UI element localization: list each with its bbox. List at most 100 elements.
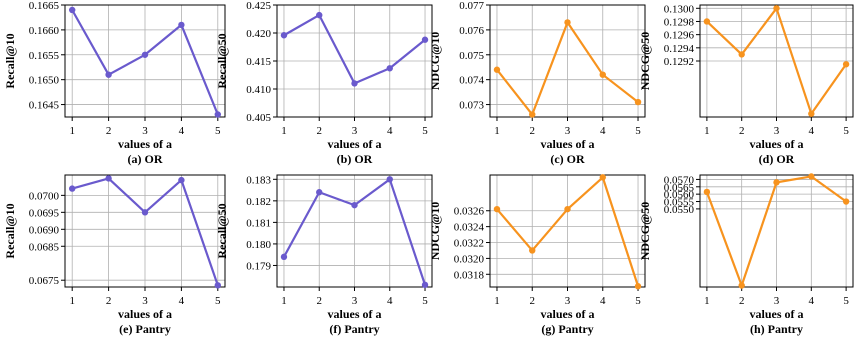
y-tick-label: 0.074 [459,75,484,87]
x-tick-label: 1 [281,125,287,137]
y-tick-label: 0.0324 [454,222,485,234]
x-tick-label: 5 [843,125,849,137]
y-tick-label: 0.0700 [29,190,60,202]
y-tick-label: 0.179 [246,260,271,272]
x-tick-label: 5 [215,125,221,137]
x-tick-label: 1 [704,295,710,307]
data-point [493,205,501,213]
y-tick-label: 0.1660 [29,25,60,37]
y-tick-label: 0.073 [459,100,484,112]
data-point [105,175,112,182]
subplot-7: 0.0318 0.0320 0.0322 0.0324 0.0326 1 2 3 4 5 value… [428,174,646,336]
x-tick-label: 1 [704,125,710,137]
x-tick-label: 3 [565,125,571,137]
y-tick-label: 0.0675 [29,275,60,287]
y-tick-label: 0.077 [459,0,484,12]
data-point [141,209,149,216]
x-tick-label: 1 [281,295,287,307]
x-tick-label: 5 [635,295,641,307]
x-tick-label: 5 [422,125,428,137]
y-tick-label: 0.0320 [454,253,485,265]
y-axis-label: NDCG@50 [638,202,652,261]
y-tick-label: 0.0318 [454,269,485,281]
data-point [421,281,429,289]
y-tick-label: 0.1296 [664,30,695,42]
data-point [808,173,815,180]
data-point [634,283,642,290]
x-axis-label: values of a [750,137,804,151]
data-point [351,80,358,87]
x-tick-label: 5 [843,295,849,307]
x-tick-label: 1 [69,295,75,307]
data-point [564,19,571,26]
x-tick-label: 4 [179,125,185,137]
y-tick-label: 0.0326 [454,206,485,218]
data-point [808,110,815,117]
subplot-1: 0.1645 0.1650 0.1655 0.1660 0.1665 1 2 3 4 5 value… [3,0,226,166]
x-tick-label: 4 [387,125,393,137]
data-point [842,61,850,68]
subplot-2: 0.405 0.410 0.415 0.420 0.425 1 2 3 4 5 values of … [215,0,433,166]
data-point [105,71,112,78]
data-point [386,65,393,72]
data-point [493,66,501,73]
x-tick-label: 3 [352,125,358,137]
y-tick-label: 0.0322 [454,238,484,250]
y-tick-label: 0.1655 [29,50,60,62]
data-point [703,18,711,25]
x-tick-label: 4 [387,295,393,307]
x-tick-label: 2 [106,125,112,137]
x-tick-label: 1 [494,125,500,137]
data-point [351,201,358,209]
y-tick-label: 0.415 [246,56,271,68]
y-axis-label: NDCG@50 [638,32,652,91]
data-point [599,71,606,78]
data-point [386,176,393,183]
x-tick-label: 5 [635,125,641,137]
data-point [842,198,850,205]
y-tick-label: 0.182 [246,196,271,208]
y-tick-label: 0.0690 [29,224,60,236]
subplot-6: 0.179 0.180 0.181 0.182 0.183 1 2 3 4 5 values of … [215,174,433,336]
y-axis-label: Recall@50 [215,33,229,88]
x-tick-label: 2 [739,295,745,307]
x-tick-label: 2 [739,125,745,137]
subplot-caption: (g) Pantry [541,322,593,336]
x-tick-label: 1 [494,295,500,307]
x-tick-label: 3 [352,295,358,307]
data-point [141,51,149,58]
y-tick-label: 0.0565 [664,182,695,194]
subplot-caption: (f) Pantry [329,322,379,336]
y-tick-label: 0.180 [246,239,271,251]
x-tick-label: 4 [600,125,606,137]
x-tick-label: 2 [529,295,535,307]
data-point [564,205,571,213]
data-point [703,188,711,196]
x-axis-label: values of a [750,307,804,321]
data-point [316,189,323,196]
data-point [178,21,185,29]
x-axis-label: values of a [328,137,382,151]
data-point [214,111,221,118]
x-axis-label: values of a [118,137,172,151]
y-tick-label: 0.1298 [664,16,695,28]
y-axis-label: Recall@50 [215,203,229,258]
y-tick-label: 0.1300 [664,3,695,15]
data-point [69,185,76,192]
y-tick-label: 0.0695 [29,207,60,219]
y-tick-label: 0.0560 [664,189,695,201]
data-point [529,247,536,254]
subplot-caption: (e) Pantry [119,322,171,336]
y-tick-label: 0.076 [459,25,484,37]
x-axis-label: values of a [541,307,595,321]
subplot-caption: (b) OR [337,152,373,166]
subplot-caption: (a) OR [128,152,163,166]
data-point [280,32,288,39]
y-tick-label: 0.420 [246,28,271,40]
y-tick-label: 0.405 [246,112,271,124]
data-point [738,282,745,289]
data-point [69,6,76,14]
y-tick-label: 0.1645 [29,100,60,112]
